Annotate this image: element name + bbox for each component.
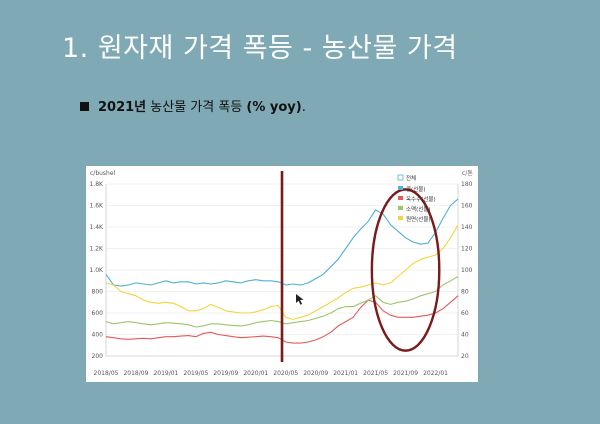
slide-title: 1. 원자재 가격 폭등 - 농산물 가격 [62, 33, 458, 64]
subtitle-unit: (% yoy) [246, 100, 302, 115]
right-tick-label: 40 [461, 332, 469, 339]
left-tick-label: 1.8K [90, 181, 105, 188]
right-tick-label: 120 [461, 246, 473, 253]
legend-header-swatch [397, 174, 404, 181]
x-tick-label: 2019/05 [183, 370, 208, 377]
legend-entry: 원면(선물) [406, 215, 431, 223]
x-tick-label: 2019/01 [153, 370, 178, 377]
legend-swatch [398, 206, 403, 210]
left-tick-label: 600 [92, 310, 104, 317]
x-tick-label: 2018/05 [94, 370, 119, 377]
right-axis-unit: c/톤 [462, 170, 473, 177]
price-chart-svg: c/bushel c/톤 1.8K 1.6K 1.4K 1.2K 1.0K 800 600 400… [90, 170, 474, 377]
legend-entry: 콩(선물) [406, 185, 425, 193]
left-tick-label: 1.6K [90, 203, 105, 210]
x-tick-label: 2022/01 [423, 370, 448, 377]
subtitle: 2021년 농산물 가격 폭등 (% yoy). [80, 96, 306, 115]
cursor-icon [296, 294, 304, 305]
right-tick-label: 80 [461, 289, 469, 296]
right-tick-label: 60 [461, 310, 469, 317]
price-chart: c/bushel c/톤 1.8K 1.6K 1.4K 1.2K 1.0K 800 600 400… [86, 166, 478, 382]
bullet-square-icon [80, 102, 89, 111]
legend-entry: 옥수수(선물) [406, 195, 436, 203]
annotation-ellipse [370, 188, 441, 352]
x-tick-label: 2021/09 [393, 370, 418, 377]
right-tick-label: 180 [461, 181, 473, 188]
x-tick-label: 2020/01 [243, 370, 268, 377]
x-tick-label: 2019/09 [213, 370, 238, 377]
x-tick-label: 2018/09 [123, 370, 148, 377]
right-tick-label: 160 [461, 203, 473, 210]
left-tick-label: 1.0K [90, 267, 105, 274]
left-axis-unit: c/bushel [90, 170, 116, 177]
x-tick-label: 2020/05 [273, 370, 298, 377]
subtitle-year: 2021년 [98, 100, 147, 115]
subtitle-end: . [301, 100, 306, 115]
subtitle-text: 농산물 가격 폭등 [146, 100, 247, 115]
right-tick-label: 20 [461, 353, 469, 360]
legend-swatch [398, 186, 403, 190]
legend-swatch [398, 196, 403, 200]
left-tick-label: 1.4K [90, 224, 105, 231]
left-tick-label: 400 [92, 332, 104, 339]
legend-header: 전체 [406, 174, 416, 182]
left-tick-label: 800 [92, 289, 104, 296]
right-tick-label: 100 [461, 267, 473, 274]
x-tick-label: 2021/01 [333, 370, 358, 377]
x-tick-label: 2021/05 [363, 370, 388, 377]
x-tick-label: 2020/09 [303, 370, 328, 377]
left-tick-label: 1.2K [90, 246, 105, 253]
legend-entry: 소맥(선물) [406, 205, 431, 213]
right-tick-label: 140 [461, 224, 473, 231]
legend-swatch [398, 216, 403, 220]
left-tick-label: 200 [92, 353, 104, 360]
